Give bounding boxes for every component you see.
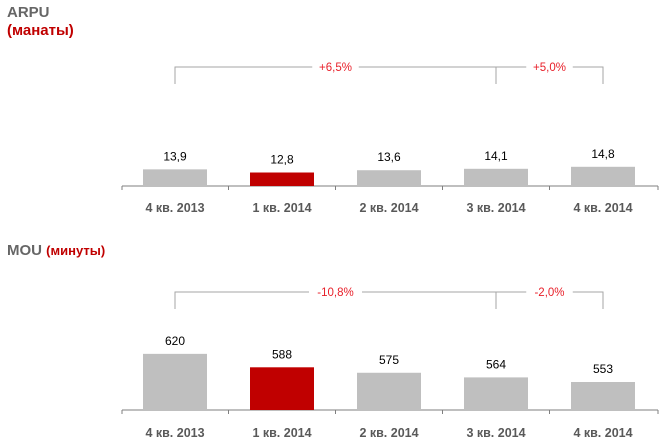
mou-bar-1 [143, 353, 207, 410]
arpu-value-label-1: 13,9 [163, 149, 187, 163]
arpu-title-text: ARPU [7, 4, 50, 21]
arpu-bar-5 [571, 166, 635, 186]
arpu-growth-label-1: +6,5% [319, 62, 352, 74]
mou-category-label-4: 3 кв. 2014 [466, 426, 525, 440]
arpu-category-label-4: 3 кв. 2014 [466, 201, 525, 215]
mou-bar-2 [250, 367, 314, 410]
mou-bar-3 [357, 372, 421, 410]
mou-unit: (минуты) [46, 243, 106, 258]
mou-growth-label-bg-1 [309, 284, 362, 300]
mou-value-label-3: 575 [379, 353, 399, 367]
mou-bar-4 [464, 377, 528, 410]
mou-value-label-1: 620 [165, 334, 185, 348]
arpu-value-label-3: 13,6 [377, 150, 401, 164]
arpu-value-label-2: 12,8 [270, 153, 294, 167]
arpu-category-label-1: 4 кв. 2013 [145, 201, 204, 215]
mou-growth-label-1: -10,8% [317, 287, 353, 299]
arpu-title: ARPU (манаты) [7, 4, 74, 40]
mou-value-label-2: 588 [272, 347, 292, 361]
mou-category-label-1: 4 кв. 2013 [145, 426, 204, 440]
mou-value-label-4: 564 [486, 357, 506, 371]
arpu-growth-label-bg-1 [312, 59, 359, 75]
arpu-bar-4 [464, 168, 528, 186]
arpu-bar-1 [143, 169, 207, 186]
arpu-unit: (манаты) [7, 22, 74, 39]
mou-category-label-2: 1 кв. 2014 [252, 426, 311, 440]
arpu-category-label-2: 1 кв. 2014 [252, 201, 311, 215]
arpu-bar-2 [250, 172, 314, 186]
arpu-category-label-5: 4 кв. 2014 [573, 201, 632, 215]
mou-value-label-5: 553 [593, 362, 613, 376]
mou-title: MOU (минуты) [7, 242, 105, 260]
mou-title-text: MOU [7, 242, 42, 259]
arpu-value-label-4: 14,1 [484, 149, 508, 163]
arpu-growth-label-2: +5,0% [533, 62, 566, 74]
mou-category-label-3: 2 кв. 2014 [359, 426, 418, 440]
arpu-growth-label-bg-2 [526, 59, 573, 75]
mou-growth-label-bg-2 [526, 284, 573, 300]
mou-category-label-5: 4 кв. 2014 [573, 426, 632, 440]
mou-bar-5 [571, 382, 635, 410]
arpu-bar-3 [357, 170, 421, 186]
arpu-category-label-3: 2 кв. 2014 [359, 201, 418, 215]
arpu-value-label-5: 14,8 [591, 147, 615, 161]
mou-growth-label-2: -2,0% [534, 287, 564, 299]
